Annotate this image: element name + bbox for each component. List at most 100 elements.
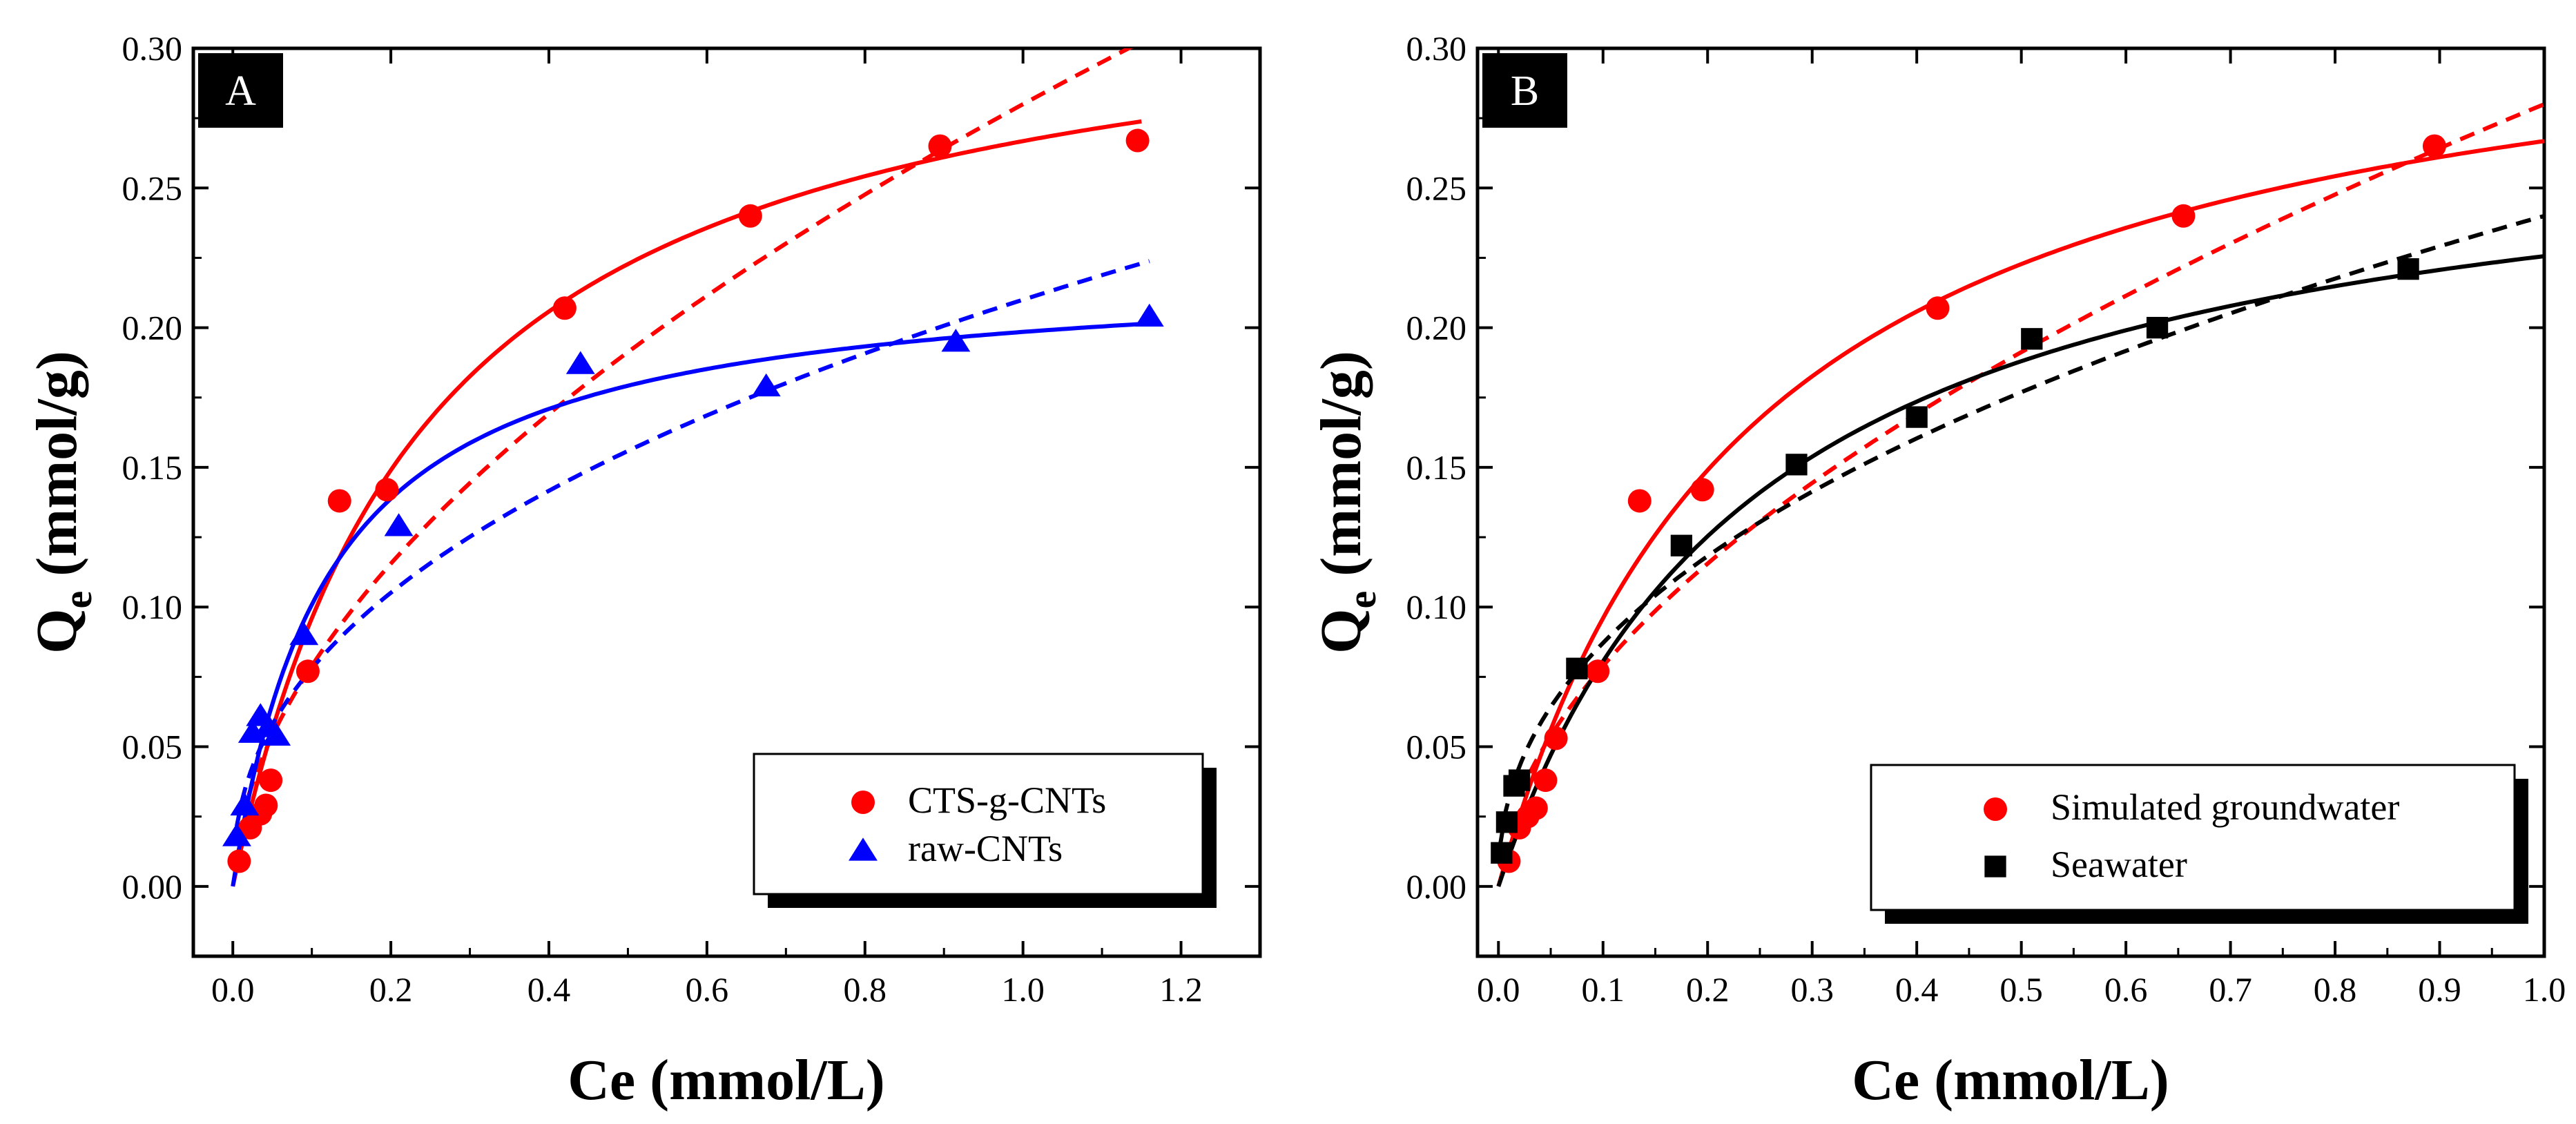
x-tick-label: 0.8 (844, 970, 887, 1009)
y-tick-label: 0.10 (1406, 588, 1467, 626)
series-0-point (552, 296, 577, 320)
series-1-point (751, 373, 781, 397)
series-1-point (1491, 842, 1513, 864)
legend-box (753, 753, 1204, 895)
series-0-point (375, 478, 399, 502)
legend-marker-1 (1984, 855, 2006, 878)
x-tick-label: 1.0 (1001, 970, 1045, 1009)
panel-label: A (225, 68, 256, 115)
series-1-fit-solid-line (231, 321, 1150, 887)
series-1-point (941, 329, 971, 352)
series-1-point (222, 823, 251, 846)
y-tick-label: 0.05 (1406, 728, 1467, 766)
series-0-point (254, 793, 278, 817)
x-tick-label: 0.0 (1477, 970, 1520, 1009)
series-1-point (1566, 657, 1588, 679)
y-tick-label: 0.25 (1406, 168, 1467, 207)
y-tick-label: 0.15 (122, 448, 183, 487)
series-0-point (259, 768, 283, 793)
x-tick-label: 0.2 (369, 970, 413, 1009)
series-1-point (230, 792, 260, 816)
legend-label-0: Simulated groundwater (2051, 786, 2399, 828)
series-1-point (262, 722, 291, 746)
x-tick-label: 0.9 (2418, 970, 2461, 1009)
series-0-point (1524, 796, 1548, 820)
x-tick-label: 0.7 (2209, 970, 2252, 1009)
series-0-point (296, 659, 320, 684)
series-0-point (227, 849, 251, 873)
legend-marker-1 (849, 837, 878, 861)
legend-label-1: raw-CNTs (908, 828, 1063, 869)
series-0-point (1926, 296, 1950, 320)
y-tick-label: 0.30 (122, 29, 183, 68)
legend-marker-0 (1984, 797, 2007, 821)
plot-frame (1475, 46, 2546, 958)
x-tick-label: 0.1 (1582, 970, 1625, 1009)
series-0-fit-solid-line (1496, 139, 2544, 887)
legend-label-0: CTS-g-CNTs (908, 779, 1106, 821)
series-1-point (1670, 534, 1693, 556)
series-1-point (384, 513, 414, 536)
y-axis-title: Qe (mmol/g) (1309, 351, 1384, 654)
series-0-point (2422, 134, 2446, 158)
panel-b: 0.0 0.1 0.2 0.3 0.4 0.5 0.6 0.7 0.8 0.9 1.0 0.00 0.0… (1309, 29, 2566, 1112)
series-0-point (2171, 204, 2196, 228)
legend-box (1870, 764, 2516, 911)
y-axis-title: Qe (mmol/g) (25, 351, 100, 654)
series-1-point (2397, 258, 2419, 280)
y-tick-label: 0.25 (122, 168, 183, 207)
panel-a: 0.0 0.2 0.4 0.6 0.8 1.0 1.2 0.00 0.05 0.10 0.15 0.2… (25, 29, 1262, 1112)
series-0-point (928, 134, 952, 158)
x-tick-label: 0.4 (527, 970, 571, 1009)
series-0-point (1533, 768, 1558, 793)
plot-frame (191, 46, 1262, 958)
series-1-point (1495, 811, 1518, 833)
series-0-point (327, 489, 351, 513)
x-axis-title: Ce (mmol/L) (568, 1048, 885, 1112)
series-1-point (2146, 316, 2169, 339)
series-1-point (1785, 454, 1808, 476)
y-tick-label: 0.20 (122, 309, 183, 347)
legend-marker-0 (851, 791, 875, 814)
series-0-point (1544, 726, 1568, 750)
panel-label-box (1482, 53, 1567, 128)
series-0-fit-dashed-line (1517, 102, 2544, 797)
y-tick-label: 0.20 (1406, 309, 1467, 347)
series-1-point (2021, 328, 2043, 350)
series-1-fit-solid-line (1496, 254, 2544, 887)
y-tick-label: 0.10 (122, 588, 183, 626)
series-0-point (1586, 659, 1610, 684)
panel-label: B (1511, 68, 1539, 115)
series-1-point (565, 351, 595, 374)
series-0-point (1125, 128, 1150, 153)
series-0-point (738, 204, 762, 228)
x-tick-label: 0.6 (2104, 970, 2148, 1009)
series-1-point (1906, 406, 1928, 428)
series-1-point (289, 621, 319, 646)
x-tick-label: 1.0 (2523, 970, 2566, 1009)
series-0-fit-dashed-line (246, 48, 1134, 797)
x-tick-label: 0.6 (686, 970, 729, 1009)
series-1-fit-dashed-line (1498, 213, 2544, 844)
series-1-fit-dashed-line (234, 259, 1150, 827)
legend-label-1: Seawater (2051, 844, 2187, 885)
series-1-point (1134, 303, 1164, 327)
x-tick-label: 0.5 (1999, 970, 2043, 1009)
series-0-point (1627, 489, 1652, 513)
series-0-point (1690, 478, 1714, 502)
y-tick-label: 0.05 (122, 728, 183, 766)
panel-label-box (198, 53, 283, 128)
x-tick-label: 0.4 (1895, 970, 1939, 1009)
x-axis-title: Ce (mmol/L) (1852, 1048, 2169, 1112)
x-tick-label: 0.0 (211, 970, 255, 1009)
x-tick-label: 0.8 (2314, 970, 2357, 1009)
y-tick-label: 0.15 (1406, 448, 1467, 487)
x-tick-label: 0.2 (1686, 970, 1730, 1009)
y-tick-label: 0.00 (122, 867, 183, 906)
y-tick-label: 0.00 (1406, 867, 1467, 906)
x-tick-label: 1.2 (1159, 970, 1203, 1009)
x-tick-label: 0.3 (1790, 970, 1834, 1009)
series-1-point (1508, 769, 1531, 791)
y-tick-label: 0.30 (1406, 29, 1467, 68)
